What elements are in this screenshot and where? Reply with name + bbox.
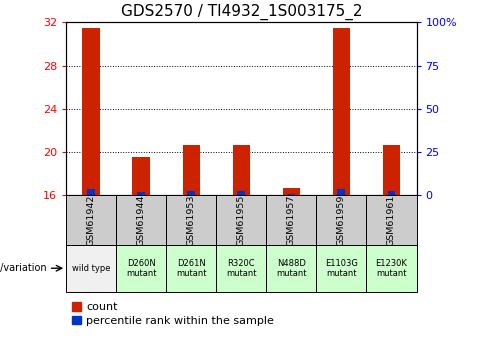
Text: GSM61944: GSM61944 (137, 194, 146, 246)
Bar (66, 245, 116, 292)
Bar (267, 195, 317, 245)
Text: wild type: wild type (72, 264, 110, 273)
Text: GSM61961: GSM61961 (387, 194, 396, 246)
Bar (66, 195, 116, 245)
Text: GSM61957: GSM61957 (287, 194, 296, 246)
Bar (383, 145, 400, 195)
Legend: count, percentile rank within the sample: count, percentile rank within the sample (72, 302, 274, 326)
Text: D260N
mutant: D260N mutant (126, 258, 156, 278)
Text: E1230K
mutant: E1230K mutant (375, 258, 407, 278)
Title: GDS2570 / TI4932_1S003175_2: GDS2570 / TI4932_1S003175_2 (121, 3, 362, 20)
Bar (233, 145, 250, 195)
Text: GSM61942: GSM61942 (87, 194, 96, 246)
Text: R320C
mutant: R320C mutant (226, 258, 257, 278)
Bar (187, 191, 195, 195)
Text: GSM61955: GSM61955 (237, 194, 246, 246)
Text: genotype/variation: genotype/variation (0, 263, 47, 273)
Bar (216, 245, 267, 292)
Bar (288, 194, 295, 195)
Bar (182, 145, 200, 195)
Bar (137, 193, 145, 195)
Bar (388, 191, 395, 195)
Text: E1103G
mutant: E1103G mutant (325, 258, 358, 278)
Bar (132, 157, 150, 195)
Bar (87, 189, 95, 195)
Text: GSM61959: GSM61959 (337, 194, 346, 246)
Bar (116, 245, 166, 292)
Text: D261N
mutant: D261N mutant (176, 258, 206, 278)
Bar (283, 188, 300, 195)
Bar (367, 195, 416, 245)
Bar (317, 195, 367, 245)
Bar (237, 191, 245, 195)
Bar (338, 189, 345, 195)
Bar (166, 195, 216, 245)
Bar (82, 28, 100, 195)
Bar (333, 28, 350, 195)
Bar (317, 245, 367, 292)
Bar (166, 245, 216, 292)
Bar (367, 245, 416, 292)
Text: N488D
mutant: N488D mutant (276, 258, 307, 278)
Bar (216, 195, 267, 245)
Bar (267, 245, 317, 292)
Bar (116, 195, 166, 245)
Text: GSM61953: GSM61953 (187, 194, 196, 246)
